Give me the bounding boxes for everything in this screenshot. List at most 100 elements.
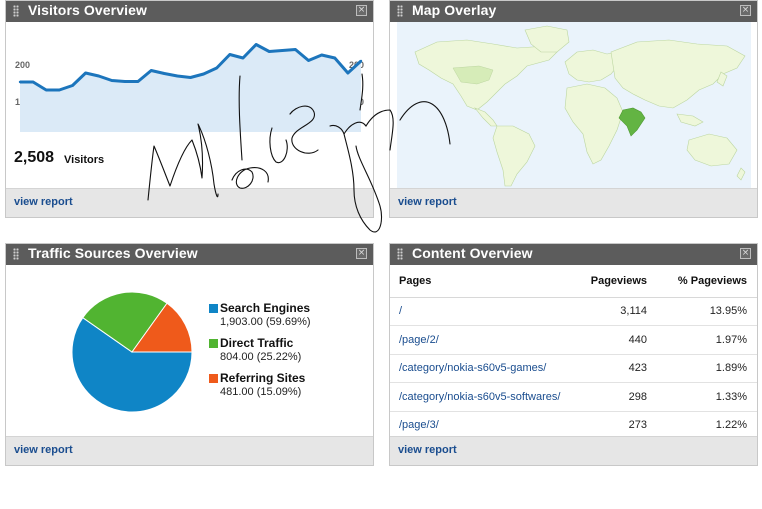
column-header-pageviews[interactable]: Pageviews — [580, 265, 657, 298]
close-icon[interactable]: × — [356, 248, 367, 259]
traffic-sources-panel: Traffic Sources Overview × Search Engine… — [5, 243, 374, 466]
content-panel-footer: view report — [390, 436, 757, 465]
visitors-data-point[interactable] — [110, 79, 114, 82]
visitors-data-point[interactable] — [294, 48, 297, 51]
visitor-total: 2,508 — [14, 149, 55, 166]
content-view-report-link[interactable]: view report — [398, 444, 457, 456]
asia — [610, 39, 746, 109]
page-link[interactable]: /page/2/ — [390, 325, 580, 355]
visitors-panel-header[interactable]: Visitors Overview × — [6, 1, 373, 22]
traffic-panel-footer: view report — [6, 436, 373, 465]
legend-value: 804.00 (25.22%) — [220, 351, 302, 363]
visitors-data-point[interactable] — [149, 69, 153, 72]
content-overview-panel: Content Overview × Pages Pageviews % Pag… — [389, 243, 758, 466]
page-link[interactable]: /category/nokia-s60v5-games/ — [390, 354, 580, 383]
drag-handle-icon[interactable] — [13, 248, 19, 260]
greenland — [524, 25, 570, 53]
legend-value: 1,903.00 (59.69%) — [220, 316, 311, 328]
pie-slice-direct-traffic[interactable] — [82, 291, 168, 353]
content-panel-title: Content Overview — [412, 245, 533, 261]
table-row: /category/nokia-s60v5-games/ 423 1.89% — [390, 354, 757, 383]
column-header-percent-pageviews[interactable]: % Pageviews — [657, 265, 757, 298]
world-map[interactable] — [397, 22, 751, 189]
japan — [716, 71, 728, 87]
table-row: /page/3/ 273 1.22% — [390, 411, 757, 440]
visitors-data-point[interactable] — [359, 59, 363, 63]
close-icon[interactable]: × — [740, 5, 751, 16]
legend-name: Direct Traffic — [220, 336, 294, 350]
visitors-data-point[interactable] — [307, 59, 310, 62]
visitors-data-point[interactable] — [281, 49, 284, 52]
percent-cell: 1.33% — [657, 382, 757, 412]
close-icon[interactable]: × — [356, 5, 367, 16]
visitors-data-point[interactable] — [267, 50, 271, 53]
india-highlight — [618, 107, 646, 137]
visitors-data-point[interactable] — [71, 84, 74, 87]
visitors-data-point[interactable] — [31, 80, 35, 84]
legend-name: Search Engines — [220, 301, 311, 315]
visitors-panel-footer: view report — [6, 188, 373, 217]
map-view-report-link[interactable]: view report — [398, 196, 457, 208]
visitors-data-point[interactable] — [58, 88, 61, 92]
visitors-data-point[interactable] — [163, 72, 166, 75]
traffic-panel-title: Traffic Sources Overview — [28, 245, 198, 261]
visitors-data-point[interactable] — [176, 74, 179, 78]
page-link[interactable]: /page/3/ — [390, 411, 580, 440]
visitors-data-point[interactable] — [18, 80, 22, 84]
visitors-view-report-link[interactable]: view report — [14, 196, 73, 208]
visitors-data-point[interactable] — [202, 72, 205, 76]
visitors-data-point[interactable] — [333, 56, 336, 60]
map-panel-footer: view report — [390, 188, 757, 217]
traffic-pie-chart — [71, 291, 193, 413]
percent-cell: 13.95% — [657, 297, 757, 326]
pie-slice-referring-sites[interactable] — [131, 302, 193, 353]
visitors-data-point[interactable] — [97, 74, 100, 78]
visitors-data-point[interactable] — [320, 53, 323, 57]
visitors-overview-panel: Visitors Overview × 200 100 200 100 2,50… — [5, 0, 374, 218]
content-panel-header[interactable]: Content Overview × — [390, 244, 757, 265]
visitors-data-point[interactable] — [215, 66, 218, 70]
drag-handle-icon[interactable] — [13, 5, 19, 17]
legend-swatch-search-engines — [209, 304, 218, 313]
visitors-data-point[interactable] — [241, 56, 245, 60]
visitor-total-label: Visitors — [64, 154, 105, 166]
visitors-data-point[interactable] — [136, 80, 140, 83]
visitors-data-point[interactable] — [254, 43, 258, 46]
visitors-data-point[interactable] — [189, 76, 192, 79]
table-header-row: Pages Pageviews % Pageviews — [390, 265, 757, 298]
visitors-area-fill — [20, 44, 361, 132]
pageviews-cell: 273 — [580, 411, 657, 440]
pageviews-cell: 440 — [580, 325, 657, 355]
content-table: Pages Pageviews % Pageviews / 3,114 13.9… — [390, 265, 757, 440]
table-row: /page/2/ 440 1.97% — [390, 325, 757, 355]
legend-name: Referring Sites — [220, 371, 306, 385]
map-overlay-panel: Map Overlay × — [389, 0, 758, 218]
visitors-data-point[interactable] — [45, 88, 48, 92]
map-panel-title: Map Overlay — [412, 2, 497, 18]
column-header-pages[interactable]: Pages — [390, 265, 580, 298]
visitors-data-point[interactable] — [346, 71, 350, 75]
drag-handle-icon[interactable] — [397, 5, 403, 17]
traffic-view-report-link[interactable]: view report — [14, 444, 73, 456]
y-axis-label-top-left: 200 — [15, 60, 30, 70]
page-link[interactable]: / — [390, 297, 580, 326]
legend-value: 481.00 (15.09%) — [220, 386, 302, 398]
traffic-panel-header[interactable]: Traffic Sources Overview × — [6, 244, 373, 265]
close-icon[interactable]: × — [740, 248, 751, 259]
visitors-panel-title: Visitors Overview — [28, 2, 147, 18]
visitors-line-chart: 200 100 200 100 — [15, 43, 364, 132]
table-row: / 3,114 13.95% — [390, 297, 757, 326]
pie-slice-search-engines[interactable] — [71, 316, 193, 413]
percent-cell: 1.89% — [657, 354, 757, 383]
map-panel-header[interactable]: Map Overlay × — [390, 1, 757, 22]
legend-swatch-referring-sites — [209, 374, 218, 383]
visitors-data-point[interactable] — [123, 80, 127, 83]
visitors-data-point[interactable] — [84, 71, 87, 75]
pageviews-cell: 423 — [580, 354, 657, 383]
visitors-data-point[interactable] — [228, 53, 232, 56]
page-link[interactable]: /category/nokia-s60v5-softwares/ — [390, 382, 580, 412]
percent-cell: 1.97% — [657, 325, 757, 355]
south-america — [492, 125, 536, 187]
drag-handle-icon[interactable] — [397, 248, 403, 260]
pageviews-cell: 298 — [580, 382, 657, 412]
